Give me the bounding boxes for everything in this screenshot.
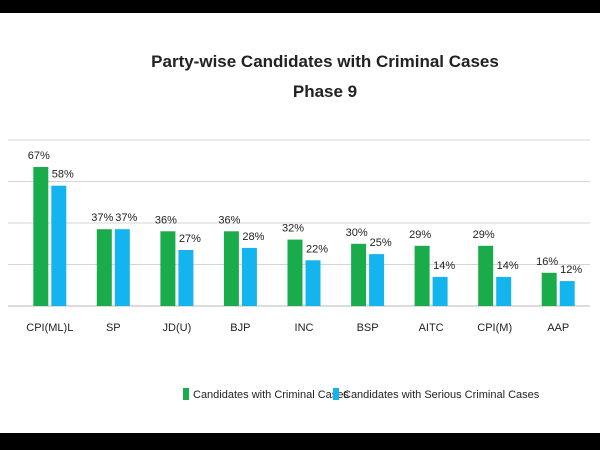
data-labels: 67%58%37% 37% 36%27%36%28%32%22%30%25%29%1… bbox=[28, 150, 583, 276]
data-label-serious: 58% bbox=[52, 169, 74, 181]
data-label-criminal: 67% bbox=[28, 150, 50, 162]
x-tick-label: JD(U) bbox=[163, 322, 192, 334]
x-tick-label: AAP bbox=[547, 322, 569, 334]
bar-criminal-cases bbox=[541, 272, 557, 306]
data-label-serious: 14% bbox=[497, 260, 519, 272]
chart-title: Party-wise Candidates with Criminal Case… bbox=[151, 52, 499, 71]
data-label-serious: 22% bbox=[306, 243, 328, 255]
bar-criminal-cases bbox=[33, 167, 49, 306]
bar-serious-criminal-cases bbox=[241, 247, 257, 306]
bar-serious-criminal-cases bbox=[432, 276, 448, 306]
data-label-criminal: 32% bbox=[282, 223, 304, 235]
bar-criminal-cases bbox=[287, 239, 303, 306]
bar-criminal-cases bbox=[160, 231, 176, 306]
bar-criminal-cases bbox=[414, 245, 430, 306]
legend-label-serious: Candidates with Serious Criminal Cases bbox=[343, 389, 540, 401]
legend: Candidates with Criminal Cases Candidate… bbox=[183, 388, 540, 401]
legend-swatch-serious bbox=[333, 388, 339, 400]
bar-serious-criminal-cases bbox=[559, 281, 575, 306]
data-label-serious: 27% bbox=[179, 233, 201, 245]
data-label-criminal: 36% bbox=[218, 214, 240, 226]
data-label-serious: 12% bbox=[560, 264, 582, 276]
x-tick-label: CPI(M) bbox=[477, 322, 512, 334]
data-label-criminal: 37% bbox=[91, 212, 113, 224]
bar-serious-criminal-cases bbox=[114, 229, 130, 306]
x-tick-label: BJP bbox=[230, 322, 250, 334]
bars bbox=[33, 167, 575, 307]
bar-criminal-cases bbox=[223, 231, 239, 306]
x-tick-label: CPI(ML)L bbox=[26, 322, 73, 334]
data-label-criminal: 29% bbox=[473, 229, 495, 241]
x-tick-labels: CPI(ML)L SP JD(U) BJP INC BSP AITC CPI(M) AAP bbox=[26, 322, 569, 334]
data-label-criminal: 29% bbox=[409, 229, 431, 241]
bar-criminal-cases bbox=[351, 243, 367, 307]
chart-frame: Party-wise Candidates with Criminal Case… bbox=[0, 13, 600, 433]
legend-swatch-criminal bbox=[183, 388, 189, 400]
x-tick-label: INC bbox=[295, 322, 314, 334]
bar-serious-criminal-cases bbox=[178, 250, 194, 306]
bar-serious-criminal-cases bbox=[496, 276, 512, 306]
data-label-criminal: 16% bbox=[536, 256, 558, 268]
x-tick-label: AITC bbox=[419, 322, 444, 334]
data-label-serious: 25% bbox=[370, 237, 392, 249]
bar-serious-criminal-cases bbox=[305, 260, 321, 306]
data-label-criminal: 36% bbox=[155, 214, 177, 226]
bar-criminal-cases bbox=[96, 229, 112, 306]
x-tick-label: SP bbox=[106, 322, 121, 334]
legend-label-criminal: Candidates with Criminal Cases bbox=[193, 389, 349, 401]
data-label-serious: 14% bbox=[433, 260, 455, 272]
bar-chart: Party-wise Candidates with Criminal Case… bbox=[8, 52, 590, 401]
data-label-serious: 37% bbox=[115, 212, 137, 224]
chart-subtitle: Phase 9 bbox=[293, 82, 357, 101]
x-tick-label: BSP bbox=[357, 322, 379, 334]
bar-serious-criminal-cases bbox=[369, 254, 385, 306]
data-label-serious: 28% bbox=[242, 231, 264, 243]
data-label-criminal: 30% bbox=[346, 227, 368, 239]
bar-serious-criminal-cases bbox=[51, 185, 67, 306]
bar-criminal-cases bbox=[478, 245, 494, 306]
